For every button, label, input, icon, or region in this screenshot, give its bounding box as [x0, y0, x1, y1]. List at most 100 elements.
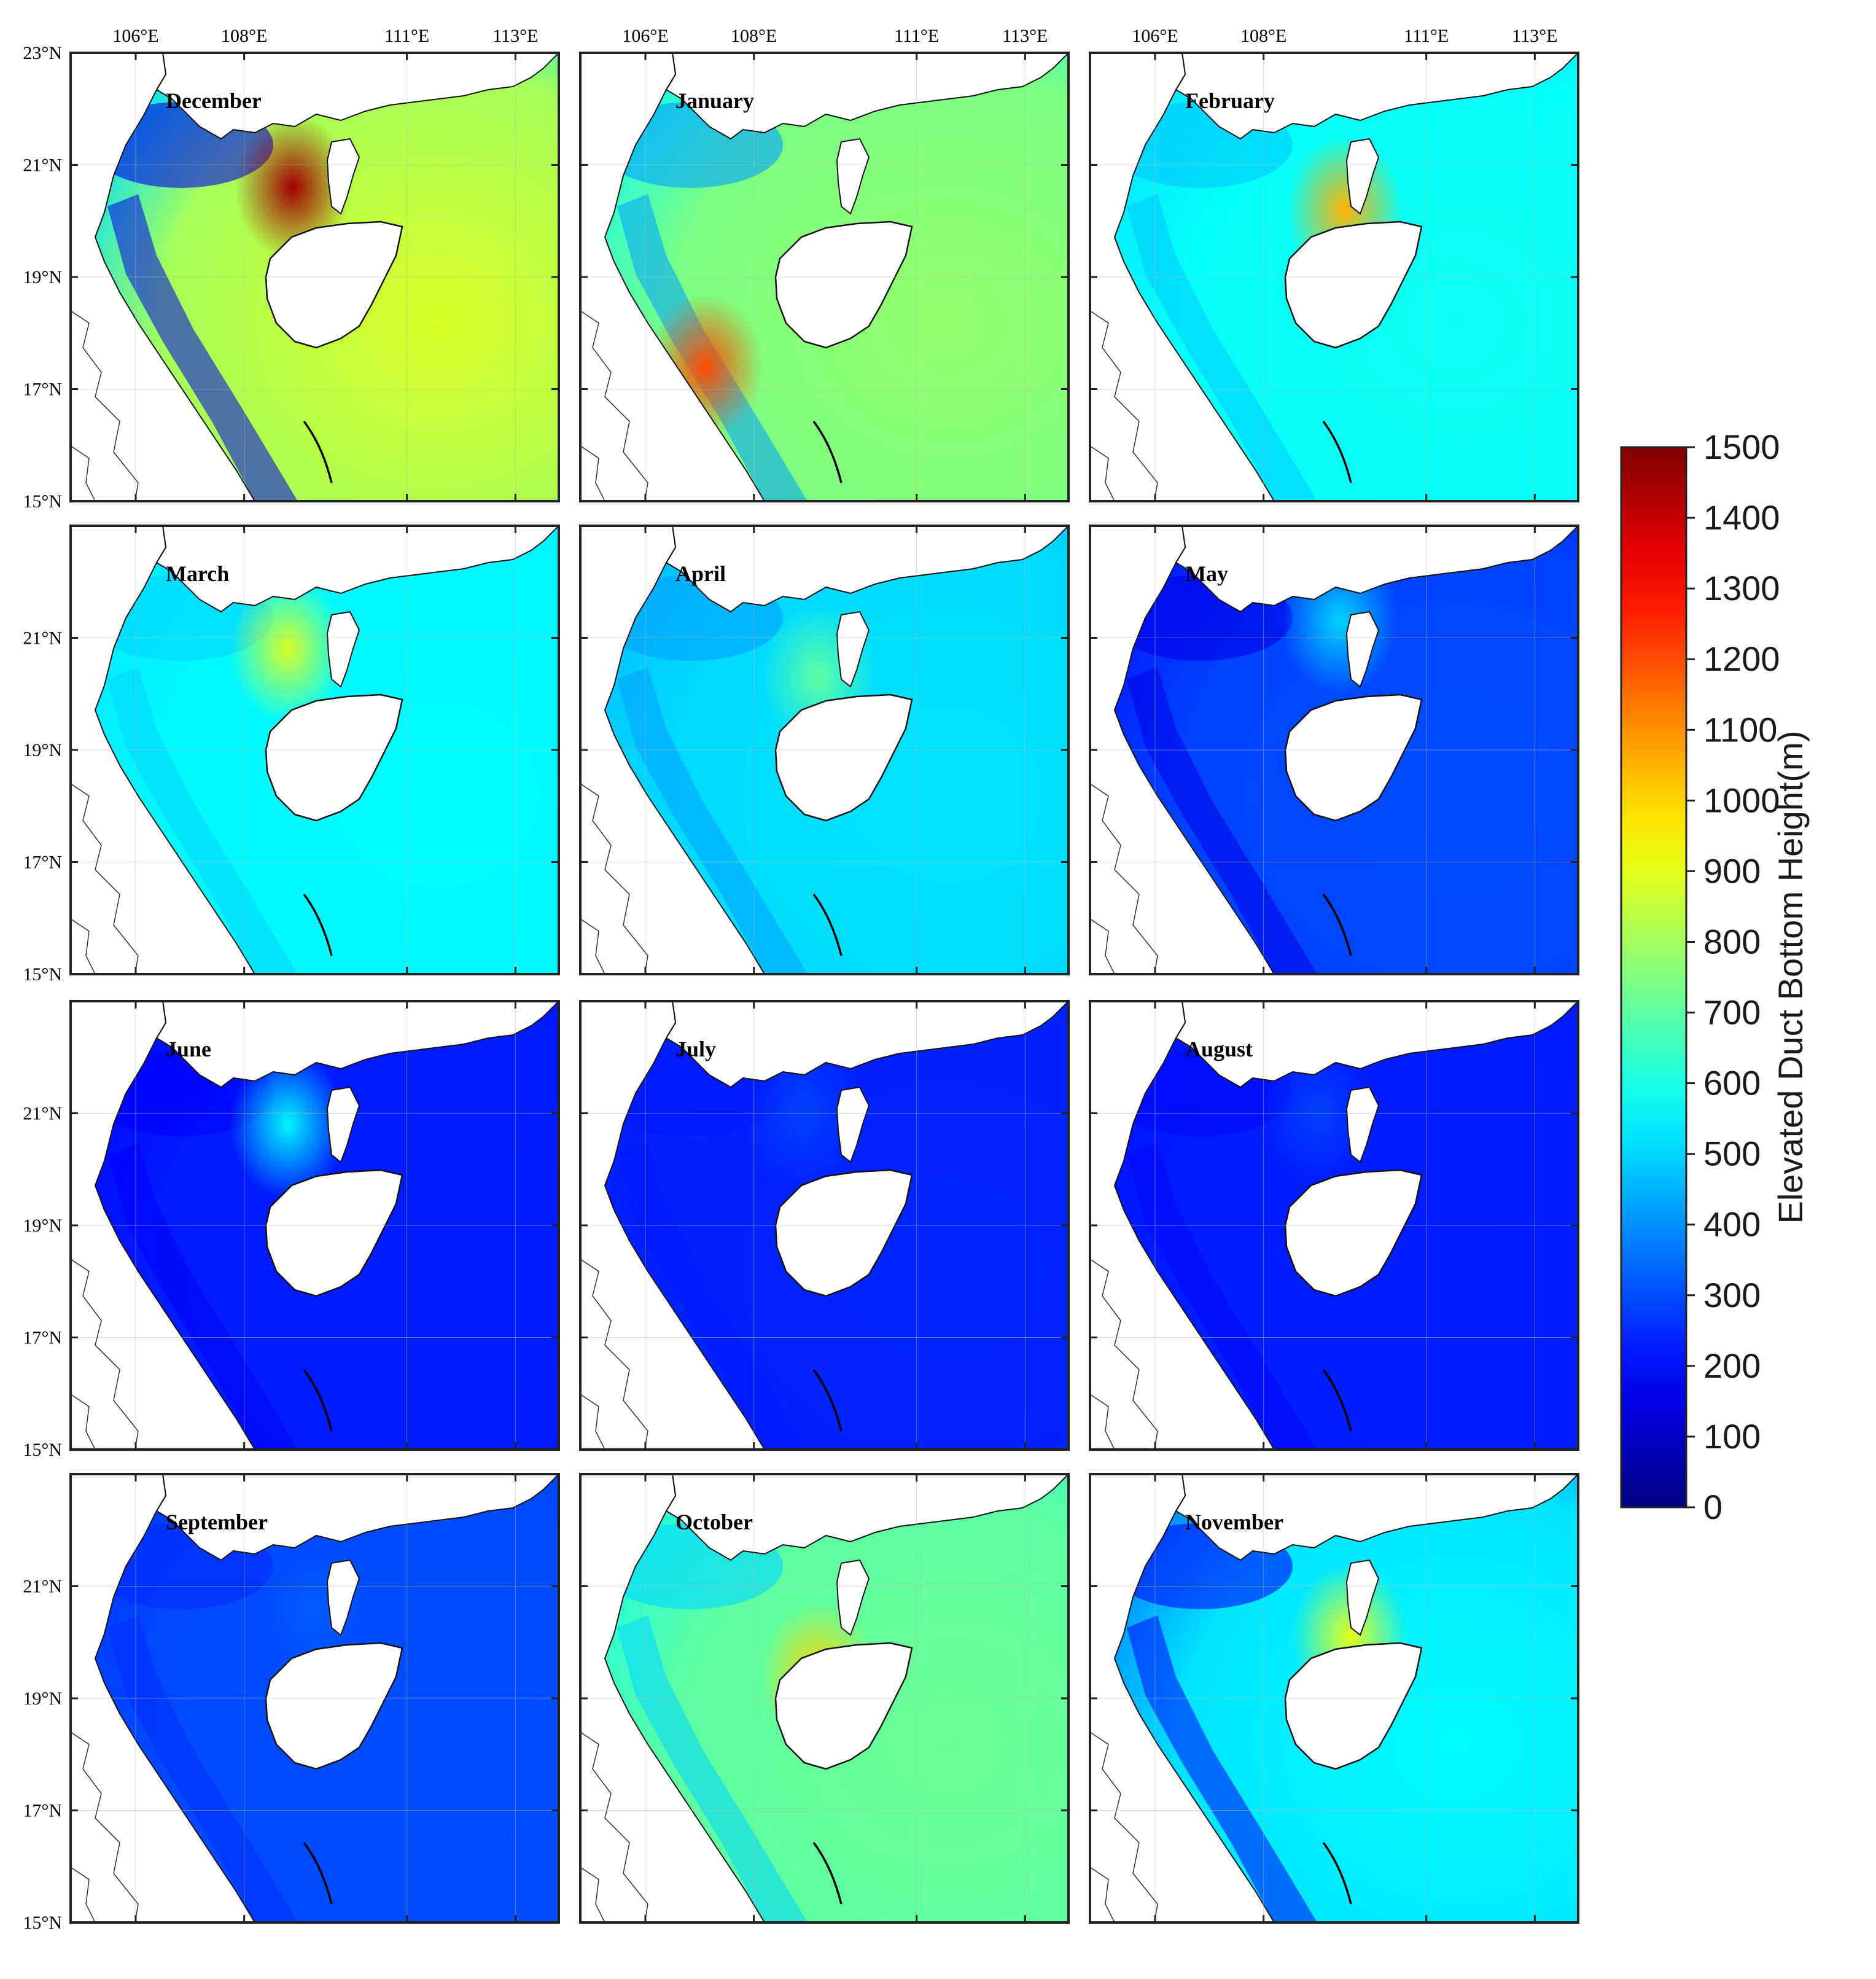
colorbar-tick-label: 200	[1703, 1346, 1761, 1385]
leizhou-peninsula	[326, 1086, 360, 1163]
inland-border	[1090, 918, 1115, 974]
reference-arc	[303, 420, 333, 483]
lat-tick-label: 17°N	[23, 1328, 62, 1348]
inland-border	[580, 1731, 648, 1922]
colorbar-tick-label: 100	[1703, 1417, 1761, 1456]
coastal-band	[617, 1142, 808, 1450]
coastal-band	[107, 1615, 298, 1922]
lat-tick-label: 15°N	[23, 491, 62, 512]
china-coast-land	[1090, 1474, 1578, 1561]
coastal-band	[107, 1142, 298, 1450]
leizhou-peninsula	[836, 138, 870, 215]
hainan-island	[1284, 693, 1423, 822]
inland-border	[71, 783, 139, 974]
colorbar-tick-label: 900	[1703, 851, 1761, 890]
leizhou-peninsula	[326, 138, 360, 215]
hainan-island	[265, 1169, 403, 1297]
lon-tick-label: 108°E	[221, 26, 267, 46]
inland-border	[1090, 1394, 1115, 1450]
leizhou-peninsula	[1345, 1559, 1380, 1636]
map-panel-october: October	[579, 1473, 1070, 1924]
inland-border	[580, 918, 605, 974]
map-panel-may: May	[1089, 525, 1579, 975]
reference-arc	[303, 893, 333, 956]
leizhou-peninsula	[1345, 1086, 1380, 1163]
inland-border	[580, 445, 605, 501]
reference-arc	[1322, 893, 1352, 956]
inland-border	[1090, 1259, 1158, 1450]
inland-border	[580, 1394, 605, 1450]
map-panel-july: July	[579, 1000, 1070, 1451]
lat-tick-label: 15°N	[23, 964, 62, 985]
month-label: August	[1185, 1037, 1253, 1061]
reference-arc	[812, 1368, 843, 1432]
hainan-island	[774, 221, 913, 349]
lon-tick-label: 106°E	[622, 26, 668, 46]
month-label: June	[166, 1037, 211, 1061]
lat-tick-label: 15°N	[23, 1913, 62, 1933]
colorbar-tick-label: 1200	[1703, 639, 1780, 678]
colorbar-tick-label: 700	[1703, 993, 1761, 1032]
lon-tick-label: 111°E	[1404, 26, 1449, 46]
hotspot	[235, 114, 352, 261]
colorbar-tick-label: 1500	[1703, 427, 1780, 466]
inland-border	[71, 1867, 96, 1922]
colorbar-tick-label: 300	[1703, 1276, 1761, 1314]
reference-arc	[1322, 1368, 1352, 1432]
inland-border	[580, 783, 648, 974]
month-label: October	[675, 1510, 753, 1534]
month-label: November	[1185, 1510, 1283, 1534]
reference-arc	[1322, 1841, 1352, 1905]
lon-tick-label: 108°E	[1240, 26, 1286, 46]
lat-tick-label: 17°N	[23, 380, 62, 400]
hainan-island	[1284, 221, 1423, 349]
month-label: January	[675, 88, 754, 113]
leizhou-peninsula	[836, 1559, 870, 1636]
colorbar-tick-label: 1300	[1703, 569, 1780, 607]
china-coast-land	[1090, 1001, 1578, 1088]
lat-tick-label: 17°N	[23, 853, 62, 873]
lat-tick-label: 21°N	[23, 155, 62, 176]
lat-tick-label: 19°N	[23, 1216, 62, 1236]
coastal-band	[1127, 1615, 1317, 1922]
china-coast-land	[71, 1001, 559, 1088]
lon-tick-label: 108°E	[731, 26, 777, 46]
reference-arc	[303, 1368, 333, 1432]
lat-tick-label: 15°N	[23, 1440, 62, 1460]
reference-arc	[812, 420, 843, 483]
hainan-island	[265, 1642, 403, 1770]
reference-arc	[303, 1841, 333, 1905]
coastal-band	[1127, 667, 1317, 974]
inland-border	[1090, 310, 1158, 501]
month-label: February	[1185, 88, 1275, 113]
reference-arc	[1322, 420, 1352, 483]
lon-tick-label: 106°E	[1132, 26, 1178, 46]
inland-border	[71, 1394, 96, 1450]
china-coast-land	[580, 53, 1068, 140]
map-panel-september: September 21°N 19°N 17°N 15°N	[23, 1473, 560, 1933]
month-label: April	[675, 561, 726, 586]
month-label: July	[675, 1037, 716, 1061]
colorbar-tick-label: 500	[1703, 1134, 1761, 1173]
colorbar-ticks: 0 100 200 300 400 500 600 700 800 900 1000 1100 1200…	[1686, 427, 1780, 1526]
hotspot	[229, 575, 346, 723]
map-panel-april: April	[579, 525, 1070, 975]
coastal-band	[1127, 194, 1317, 501]
hainan-island	[1284, 1169, 1423, 1297]
china-coast-land	[1090, 53, 1578, 140]
inland-border	[1090, 445, 1115, 501]
china-coast-land	[1090, 526, 1578, 613]
lat-tick-label: 21°N	[23, 628, 62, 649]
month-label: September	[166, 1510, 268, 1534]
china-coast-land	[71, 1474, 559, 1561]
inland-border	[71, 1731, 139, 1922]
hainan-island	[265, 221, 403, 349]
lat-tick-label: 21°N	[23, 1577, 62, 1597]
china-coast-land	[580, 1474, 1068, 1561]
month-label: March	[166, 561, 229, 586]
month-label: May	[1185, 561, 1228, 586]
lon-tick-label: 113°E	[492, 26, 538, 46]
hainan-island	[774, 1642, 913, 1770]
month-label: December	[166, 88, 262, 113]
leizhou-peninsula	[1345, 611, 1380, 688]
